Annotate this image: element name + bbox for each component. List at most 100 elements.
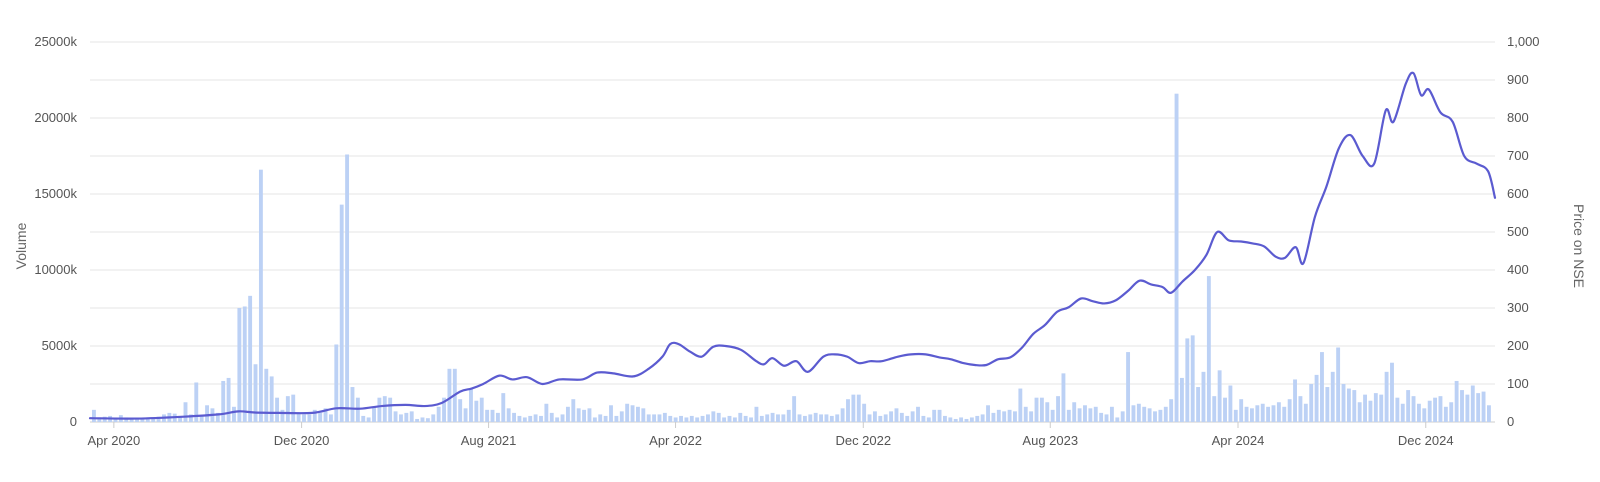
volume-bar (178, 415, 183, 422)
volume-bar (603, 415, 608, 422)
right-tick-label: 900 (1507, 72, 1529, 87)
volume-bar (1255, 405, 1260, 422)
volume-bar (1271, 405, 1276, 422)
volume-bar (393, 411, 398, 422)
volume-bar (722, 417, 727, 422)
x-tick-label: Aug 2021 (461, 433, 517, 448)
volume-bar (872, 411, 877, 422)
volume-bar (652, 414, 657, 422)
volume-bar (242, 306, 247, 422)
volume-bar (964, 418, 969, 422)
right-tick-label: 200 (1507, 338, 1529, 353)
volume-bar (1013, 411, 1017, 422)
volume-bar (485, 409, 490, 422)
volume-bar (1018, 388, 1023, 422)
volume-bar (1190, 335, 1195, 422)
volume-bar (1179, 377, 1184, 422)
volume-bar (1142, 406, 1147, 422)
volume-bar (97, 417, 102, 422)
volume-bar (738, 412, 743, 422)
volume-bar (1061, 373, 1066, 422)
volume-bar (582, 409, 587, 422)
volume-bar (991, 412, 996, 422)
volume-bar (1169, 399, 1174, 422)
volume-bar (1390, 362, 1394, 422)
right-axis-ticks: 0 100 200 300 400 500 600 700 800 900 1,000 (1507, 34, 1540, 429)
volume-bar (135, 418, 139, 422)
volume-bar (469, 388, 473, 422)
volume-bar (1346, 388, 1351, 422)
x-tick-label: Apr 2022 (649, 433, 702, 448)
chart-gridlines (90, 41, 1495, 423)
volume-bar (312, 409, 317, 422)
volume-bar (565, 406, 570, 422)
volume-bar (1454, 380, 1459, 422)
volume-bar (1427, 400, 1432, 422)
volume-bar (1136, 403, 1141, 422)
volume-bar (781, 414, 786, 422)
volume-bar (1433, 397, 1438, 422)
volume-bar (932, 409, 937, 422)
volume-bar (544, 403, 549, 422)
volume-bar (1212, 396, 1217, 422)
x-axis-ticks: Apr 2020 Dec 2020 Aug 2021 Apr 2022 Dec 2022… (87, 422, 1454, 448)
volume-bar (495, 412, 500, 422)
volume-bar (824, 414, 829, 422)
volume-bar (1384, 371, 1389, 422)
right-tick-label: 700 (1507, 148, 1529, 163)
volume-bar (1260, 403, 1265, 422)
volume-bar (1282, 406, 1287, 422)
volume-bar (1293, 379, 1297, 422)
volume-bar (851, 394, 856, 422)
volume-bar (415, 418, 420, 422)
volume-bar (323, 408, 328, 422)
volume-bar (248, 295, 253, 422)
volume-bar (840, 408, 845, 422)
volume-bar (431, 414, 436, 422)
volume-bar (1147, 408, 1152, 422)
volume-bar (598, 414, 603, 422)
volume-bar (802, 415, 807, 422)
volume-bar (404, 412, 409, 422)
volume-bar (1066, 409, 1071, 422)
volume-bar (1120, 411, 1125, 422)
volume-bar (980, 414, 985, 422)
volume-bar (1406, 390, 1411, 422)
volume-bar (905, 415, 910, 422)
volume-bar (1115, 417, 1120, 422)
volume-bar (205, 405, 209, 422)
volume-bar (1309, 384, 1314, 422)
volume-bar (1303, 403, 1308, 422)
volume-bar (221, 380, 226, 422)
volume-bar (215, 412, 220, 422)
volume-bar (1131, 405, 1136, 422)
right-axis-title: Price on NSE (1571, 204, 1587, 288)
left-axis-title: Volume (13, 222, 29, 269)
volume-bar (749, 417, 753, 422)
volume-bar (512, 412, 516, 422)
volume-bar (339, 204, 344, 422)
volume-bar (307, 414, 312, 422)
volume-bar (522, 417, 527, 422)
volume-bar (199, 415, 204, 422)
volume-bar (151, 417, 156, 422)
volume-bar (1163, 406, 1168, 422)
left-tick-label: 15000k (34, 186, 77, 201)
volume-bar (318, 412, 323, 422)
volume-bar (910, 411, 915, 422)
right-tick-label: 800 (1507, 110, 1529, 125)
volume-bar (533, 414, 538, 422)
volume-bar (1126, 352, 1131, 422)
volume-bar (1276, 402, 1281, 422)
volume-bar (1206, 276, 1211, 422)
volume-bar (1460, 390, 1464, 422)
volume-bar (754, 406, 759, 422)
left-tick-label: 0 (70, 414, 77, 429)
volume-bar (835, 414, 840, 422)
volume-bar (1341, 384, 1346, 422)
volume-bar (113, 417, 118, 422)
volume-bar (1368, 400, 1373, 422)
volume-bar (528, 415, 533, 422)
volume-bar (560, 414, 565, 422)
